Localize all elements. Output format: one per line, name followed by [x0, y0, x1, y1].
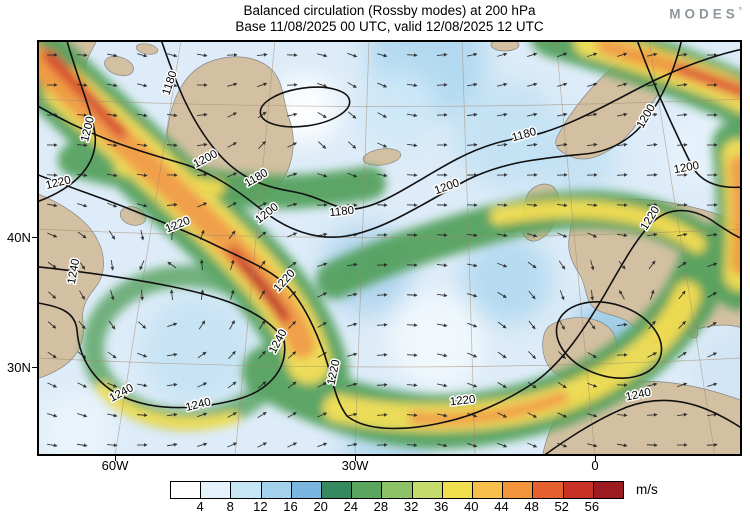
colorbar-cell: [291, 482, 323, 498]
colorbar-cell: [563, 482, 594, 498]
colorbar-cell: [322, 482, 353, 498]
colorbar-cell: [382, 482, 413, 498]
colorbar-cell: [231, 482, 262, 498]
axis-tick: [115, 456, 116, 461]
lon-label-0: 0: [591, 458, 599, 473]
colorbar-tick-label: 44: [494, 499, 509, 514]
colorbar-tick-label: 56: [584, 499, 600, 514]
colorbar-tick-label: 20: [313, 499, 328, 514]
weather-map: 1180 1180 1180 1180 1200 1200 1200 1200 …: [37, 40, 742, 456]
colorbar-cell: [352, 482, 383, 498]
colorbar-cell: [503, 482, 534, 498]
colorbar-cell: [533, 482, 564, 498]
colorbar-tick-label: 24: [343, 499, 359, 514]
modes-logo-mark: °: [738, 6, 742, 15]
contour-label: 1180: [329, 205, 355, 220]
map-region: 1180 1180 1180 1180 1200 1200 1200 1200 …: [37, 40, 742, 456]
colorbar-tick-label: 4: [196, 499, 204, 514]
colorbar-unit: m/s: [636, 482, 658, 497]
modes-logo-text: MODES: [669, 6, 739, 22]
colorbar-tick-label: 52: [554, 499, 569, 514]
axis-tick: [32, 367, 37, 368]
colorbar: [170, 481, 624, 499]
page-title: Balanced circulation (Rossby modes) at 2…: [243, 3, 536, 18]
axis-tick: [32, 237, 37, 238]
height-contours: [37, 40, 742, 456]
colorbar-cell: [473, 482, 504, 498]
colorbar-tick-label: 12: [253, 499, 268, 514]
colorbar-tick-labels: 4 8 12 16 20 24 28 32 36 40 44 48 52 56: [170, 499, 622, 515]
title-block: Balanced circulation (Rossby modes) at 2…: [37, 3, 742, 35]
lat-label-40n: 40N: [7, 230, 31, 245]
colorbar-tick-label: 36: [433, 499, 449, 514]
lon-label-30w: 30W: [341, 458, 369, 473]
colorbar-cell: [261, 482, 292, 498]
colorbar-cell: [171, 482, 202, 498]
colorbar-tick-label: 40: [464, 499, 479, 514]
colorbar-cell: [442, 482, 474, 498]
page-subtitle: Base 11/08/2025 00 UTC, valid 12/08/2025…: [235, 19, 544, 34]
lon-label-60w: 60W: [101, 458, 129, 473]
wind-arrow-field: [46, 52, 718, 448]
colorbar-tick-label: 28: [373, 499, 389, 514]
colorbar-tick-label: 48: [524, 499, 539, 514]
colorbar-cell: [412, 482, 443, 498]
colorbar-cell: [593, 482, 624, 498]
colorbar-tick-label: 16: [283, 499, 298, 514]
graticule: [37, 40, 742, 456]
lat-label-30n: 30N: [7, 360, 31, 375]
colorbar-cell: [201, 482, 232, 498]
colorbar-tick-label: 32: [403, 499, 419, 514]
contour-label: 1220: [449, 394, 476, 409]
modes-logo: MODES°: [669, 6, 742, 22]
axis-tick: [595, 456, 596, 461]
map-frame: [37, 40, 742, 456]
axis-tick: [355, 456, 356, 461]
colorbar-tick-label: 8: [226, 499, 234, 514]
